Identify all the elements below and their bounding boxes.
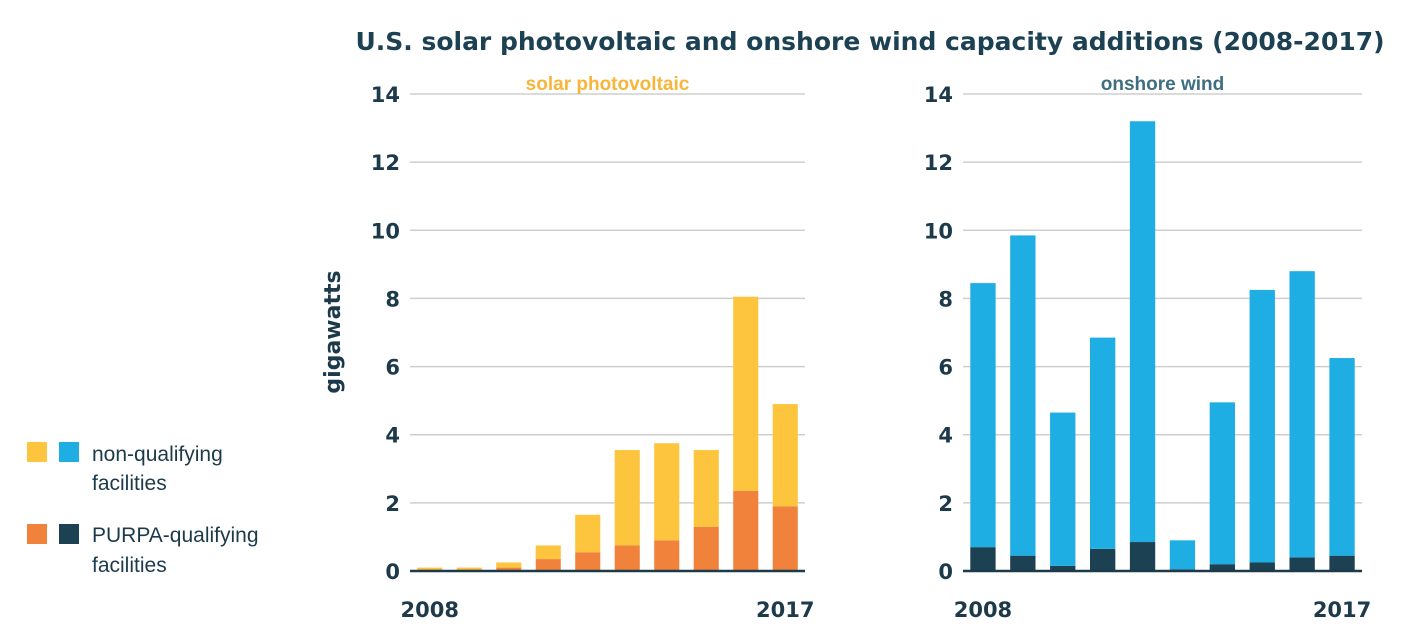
wind-non-qualifying-bar — [1249, 289, 1275, 563]
wind-purpa-bar — [1209, 564, 1236, 571]
wind-purpa-bar — [1089, 548, 1116, 571]
x-tick-label: 2008 — [401, 598, 459, 622]
y-tick-label: 10 — [924, 219, 953, 243]
solar-purpa-bar — [693, 526, 719, 571]
y-tick-label: 12 — [924, 151, 953, 175]
legend-label-purpa-line1: PURPA-qualifying — [92, 524, 259, 547]
wind-non-qualifying-bar — [1010, 235, 1036, 556]
solar-purpa-bar — [496, 567, 522, 571]
y-tick-label: 14 — [371, 83, 400, 107]
solar-non-qualifying-bar — [654, 443, 680, 541]
wind-non-qualifying-bar — [1289, 271, 1315, 558]
solar-non-qualifying-bar — [456, 567, 482, 570]
y-tick-label: 2 — [385, 492, 400, 516]
legend-swatch-solar-purpa — [27, 524, 47, 544]
y-axis-label: gigawatts — [321, 270, 346, 393]
solar-non-qualifying-bar — [693, 450, 719, 527]
solar-purpa-bar — [614, 545, 640, 571]
solar-subtitle: solar photovoltaic — [526, 74, 690, 95]
x-tick-label: 2017 — [756, 598, 814, 622]
solar-purpa-bar — [654, 540, 680, 571]
y-tick-label: 0 — [938, 560, 953, 584]
legend-swatch-wind-purpa — [59, 524, 79, 544]
y-tick-label: 0 — [385, 560, 400, 584]
x-tick-label: 2017 — [1313, 598, 1371, 622]
solar-purpa-bar — [575, 552, 601, 571]
wind-subtitle: onshore wind — [1101, 74, 1225, 95]
wind-non-qualifying-bar — [1209, 402, 1236, 565]
wind-purpa-bar — [1289, 557, 1315, 571]
solar-non-qualifying-bar — [417, 567, 443, 570]
chart-title: U.S. solar photovoltaic and onshore wind… — [355, 27, 1384, 56]
legend-label-non-qualifying-line2: facilities — [92, 472, 167, 495]
wind-purpa-bar — [970, 547, 996, 571]
x-tick-label: 2008 — [954, 598, 1012, 622]
wind-non-qualifying-bar — [1169, 540, 1196, 570]
wind-purpa-bar — [1129, 542, 1156, 571]
solar-non-qualifying-bar — [772, 404, 798, 507]
wind-non-qualifying-bar — [970, 283, 996, 548]
y-tick-label: 10 — [371, 219, 400, 243]
wind-panel: 0 2 4 6 8 10 12 14 onshore wind 2008 2017 — [924, 74, 1372, 622]
y-tick-label: 4 — [938, 424, 953, 448]
wind-purpa-bar — [1010, 555, 1036, 571]
y-tick-label: 6 — [385, 356, 400, 380]
legend: non-qualifying facilities PURPA-qualifyi… — [27, 442, 259, 577]
legend-swatch-wind-non-qualifying — [59, 442, 79, 462]
y-tick-label: 2 — [938, 492, 953, 516]
solar-non-qualifying-bar — [575, 514, 601, 553]
solar-non-qualifying-bar — [733, 296, 759, 491]
wind-purpa-bar — [1050, 565, 1076, 571]
y-tick-label: 8 — [385, 287, 400, 311]
y-tick-label: 4 — [385, 424, 400, 448]
solar-non-qualifying-bar — [496, 562, 522, 568]
y-tick-label: 12 — [371, 151, 400, 175]
solar-purpa-bar — [772, 506, 798, 571]
wind-non-qualifying-bar — [1089, 337, 1116, 549]
solar-purpa-bar — [733, 490, 759, 571]
wind-purpa-bar — [1249, 562, 1275, 571]
wind-non-qualifying-bar — [1129, 121, 1156, 543]
wind-non-qualifying-bar — [1050, 412, 1076, 566]
solar-non-qualifying-bar — [614, 450, 640, 546]
wind-non-qualifying-bar — [1329, 358, 1355, 556]
solar-panel: 0 2 4 6 8 10 12 14 solar photovoltaic 2008 2017 — [371, 74, 815, 622]
legend-swatch-solar-non-qualifying — [27, 442, 47, 462]
solar-purpa-bar — [535, 559, 561, 571]
y-tick-label: 8 — [938, 287, 953, 311]
legend-label-non-qualifying-line1: non-qualifying — [92, 443, 223, 466]
y-tick-label: 14 — [924, 83, 953, 107]
y-tick-label: 6 — [938, 356, 953, 380]
wind-purpa-bar — [1329, 555, 1355, 571]
legend-label-purpa-line2: facilities — [92, 554, 167, 577]
solar-non-qualifying-bar — [535, 545, 561, 560]
